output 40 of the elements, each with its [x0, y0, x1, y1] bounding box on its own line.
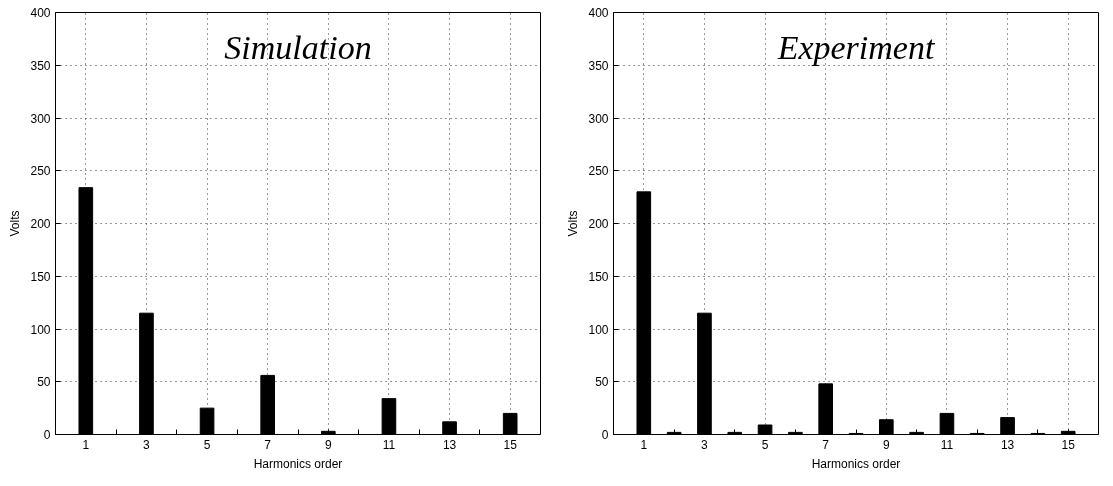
y-tick-label: 150: [30, 269, 51, 284]
y-tick-label: 100: [588, 322, 609, 337]
x-tick-label: 15: [503, 437, 518, 452]
x-tick-label: 11: [940, 437, 954, 452]
x-tick-label: 13: [442, 437, 457, 452]
y-tick-label: 100: [30, 322, 51, 337]
y-tick-label: 250: [30, 164, 51, 179]
y-axis-title: Volts: [566, 210, 581, 237]
x-axis-title: Harmonics order: [253, 456, 343, 471]
x-tick-label: 1: [82, 437, 90, 452]
x-tick-label: 5: [203, 437, 211, 452]
y-tick-label: 0: [43, 428, 51, 442]
x-tick-label: 13: [1000, 437, 1015, 452]
x-axis-title: Harmonics order: [811, 456, 901, 471]
x-tick-label: 5: [761, 437, 769, 452]
y-tick-label: 0: [601, 428, 609, 442]
y-tick-label: 300: [588, 111, 609, 126]
x-tick-label: 7: [822, 437, 830, 452]
x-tick-label: 3: [143, 437, 151, 452]
x-tick-label: 9: [882, 437, 890, 452]
y-tick-label: 350: [30, 58, 51, 73]
x-tick-label: 9: [324, 437, 332, 452]
y-tick-label: 350: [588, 58, 609, 73]
text: Experiment: [776, 29, 936, 67]
x-tick-label: 11: [382, 437, 396, 452]
y-tick-label: 300: [30, 111, 51, 126]
y-tick-label: 200: [30, 217, 51, 231]
x-tick-label: 1: [640, 437, 648, 452]
y-tick-label: 400: [30, 6, 51, 20]
x-tick-label: 3: [701, 437, 709, 452]
x-tick-label: 7: [264, 437, 272, 452]
text: Simulation: [224, 29, 372, 67]
y-axis-title: Volts: [8, 210, 23, 237]
y-tick-label: 50: [37, 375, 51, 390]
x-tick-label: 15: [1061, 437, 1076, 452]
y-tick-label: 50: [595, 375, 609, 390]
y-tick-label: 250: [588, 164, 609, 179]
y-tick-label: 150: [588, 269, 609, 284]
y-tick-label: 200: [588, 217, 609, 231]
y-tick-label: 400: [588, 6, 609, 20]
